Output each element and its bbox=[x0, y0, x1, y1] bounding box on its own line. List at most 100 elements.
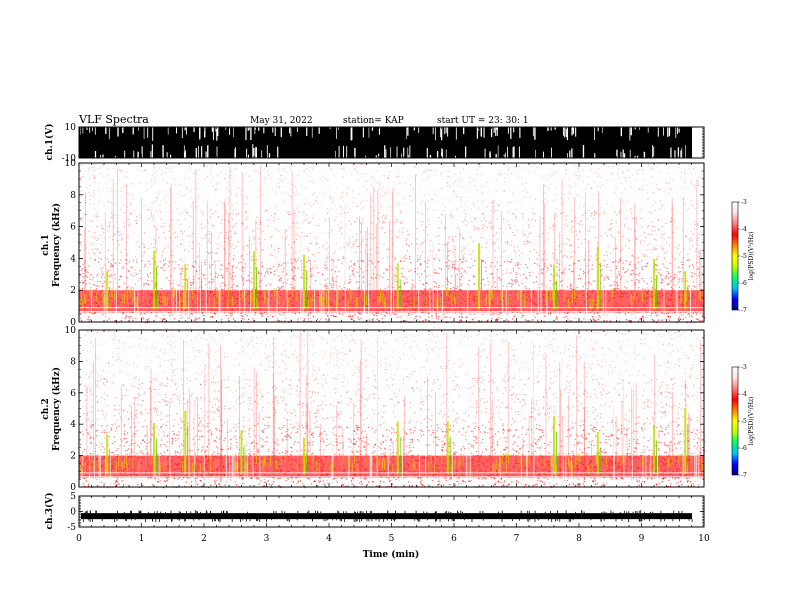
ch1-spectrogram-speckle bbox=[278, 164, 280, 167]
ch1-spectrogram-speckle bbox=[135, 222, 138, 224]
ch1-spectrogram-speckle bbox=[290, 213, 292, 216]
ch1-waveform-gap bbox=[554, 127, 556, 130]
ch1-waveform-gap bbox=[678, 127, 680, 133]
ch1-spectrogram-gap bbox=[276, 163, 278, 322]
ch1-spectrogram-speckle bbox=[460, 284, 462, 287]
ch1-spectrogram-speckle bbox=[268, 267, 270, 270]
ch1-spectrogram-gap bbox=[137, 163, 139, 322]
ch1-spectrogram-speckle bbox=[650, 280, 653, 283]
ch1-spectrogram-speckle bbox=[110, 275, 112, 277]
ch1-spectrogram-gap bbox=[676, 163, 678, 322]
ch1-spectrogram-streak bbox=[492, 200, 494, 315]
ch1-spectrogram-speckle bbox=[659, 164, 661, 166]
ch1-spectrogram-speckle bbox=[473, 225, 475, 228]
ch1-spectrogram-speckle bbox=[597, 318, 599, 321]
ch1-spectrogram-speckle bbox=[343, 200, 345, 202]
ch1-spectrogram-speckle bbox=[163, 222, 165, 224]
ch1-spectrogram-speckle bbox=[582, 181, 585, 183]
ch1-spectrogram-speckle bbox=[193, 266, 195, 268]
ch1-spectrogram-speckle bbox=[636, 257, 638, 259]
ch1-spectrogram-speckle bbox=[617, 261, 619, 263]
ch1-spectrogram-speckle bbox=[357, 203, 359, 205]
ch1-spectrogram-speckle bbox=[143, 232, 145, 234]
ch1-spectrogram-speckle bbox=[369, 237, 371, 239]
ch1-spectrogram-speckle bbox=[191, 313, 193, 315]
ch1-spectrogram-speckle bbox=[354, 169, 357, 171]
ch1-spectrogram-speckle bbox=[128, 224, 130, 226]
ch1-spectrogram-speckle bbox=[654, 230, 656, 232]
ch1-spectrogram-speckle bbox=[653, 247, 655, 249]
ch1-spectrogram-speckle bbox=[482, 191, 484, 193]
ch1-spectrogram-speckle bbox=[226, 187, 228, 190]
ch1-spectrogram-speckle bbox=[84, 196, 87, 198]
ch1-waveform-gap bbox=[440, 127, 443, 141]
ch1-spectrogram-speckle bbox=[352, 272, 354, 275]
ch1-spectrogram-speckle bbox=[232, 226, 235, 228]
ch1-spectrogram-speckle bbox=[334, 219, 336, 221]
ch1-spectrogram-speckle bbox=[403, 260, 405, 262]
ch1-spectrogram-speckle bbox=[582, 285, 584, 287]
ch1-spectrogram-speckle bbox=[385, 218, 387, 220]
ch1-spectrogram-speckle bbox=[416, 228, 418, 230]
ch1-spectrogram-speckle bbox=[604, 232, 606, 234]
ch1-spectrogram-speckle bbox=[513, 315, 516, 317]
ch1-spectrogram-speckle bbox=[371, 319, 373, 321]
ch1-spectrogram-speckle bbox=[688, 285, 690, 287]
ch1-spectrogram-speckle bbox=[645, 236, 647, 239]
ch1-spectrogram-speckle bbox=[494, 286, 497, 289]
ch1-spectrogram-speckle bbox=[235, 267, 238, 269]
ch1-spectrogram-speckle bbox=[696, 180, 699, 182]
ch1-spectrogram-speckle bbox=[686, 280, 688, 282]
ch1-spectrogram-speckle bbox=[594, 181, 596, 183]
ch1-spectrogram-speckle bbox=[690, 230, 692, 232]
ch1-spectrogram-speckle bbox=[697, 268, 699, 271]
ch1-spectrogram-yellow-tick bbox=[568, 298, 569, 308]
ch1-spectrogram-speckle bbox=[143, 251, 145, 253]
ch1-spectrogram-speckle bbox=[96, 239, 98, 241]
ch1-spectrogram-speckle bbox=[208, 238, 210, 240]
ch1-spectrogram-speckle bbox=[149, 207, 151, 209]
ch1-spectrogram-speckle bbox=[480, 320, 483, 322]
ch1-spectrogram-speckle bbox=[527, 241, 529, 243]
ch1-spectrogram-speckle bbox=[210, 163, 212, 166]
ch1-spectrogram-speckle bbox=[106, 258, 109, 260]
ch1-spectrogram-speckle bbox=[658, 188, 660, 191]
ch1-spectrogram-speckle bbox=[587, 272, 589, 274]
ch1-spectrogram-speckle bbox=[247, 275, 249, 277]
ch1-spectrogram-speckle bbox=[361, 208, 363, 210]
ch1-spectrogram-speckle bbox=[371, 184, 373, 186]
ch1-spectrogram-speckle bbox=[513, 213, 515, 215]
ch1-spectrogram-speckle bbox=[284, 320, 286, 322]
ch1-spectrogram-speckle bbox=[97, 273, 99, 275]
ch1-spectrogram-speckle bbox=[696, 239, 699, 241]
ch1-spectrogram-speckle bbox=[478, 207, 480, 209]
ch1-spectrogram-speckle bbox=[472, 276, 475, 278]
ch1-spectrogram-speckle bbox=[513, 250, 516, 252]
ch1-spectrogram-speckle bbox=[147, 189, 149, 191]
ch1-spectrogram-speckle bbox=[512, 270, 515, 272]
ch1-spectrogram-speckle bbox=[474, 259, 476, 262]
ch1-spectrogram-speckle bbox=[82, 217, 84, 219]
ch1-waveform-gap bbox=[296, 127, 298, 132]
ch1-spectrogram-speckle bbox=[192, 172, 195, 174]
ch1-spectrogram-speckle bbox=[574, 216, 577, 219]
ch1-spectrogram-speckle bbox=[264, 238, 266, 241]
ch1-spectrogram-speckle bbox=[350, 315, 352, 317]
ch1-waveform-gap bbox=[623, 153, 626, 158]
ch1-spectrogram-speckle bbox=[582, 270, 585, 272]
ch1-spectrogram-speckle bbox=[154, 282, 156, 284]
ch1-spectrogram-speckle bbox=[101, 285, 103, 287]
ch1-spectrogram-streak bbox=[192, 202, 194, 315]
ch1-spectrogram-speckle bbox=[330, 314, 332, 317]
ch1-spectrogram-speckle bbox=[376, 247, 378, 249]
ch1-spectrogram-speckle bbox=[209, 266, 211, 268]
ch1-spectrogram-speckle bbox=[204, 264, 206, 266]
ch1-spectrogram-speckle bbox=[396, 236, 398, 238]
ch1-spectrogram-speckle bbox=[606, 263, 608, 266]
ch1-spectrogram-speckle bbox=[95, 248, 97, 250]
ch1-spectrogram-streak bbox=[459, 227, 461, 315]
ch1-spectrogram-speckle bbox=[180, 231, 183, 233]
ch1-spectrogram-speckle bbox=[90, 193, 92, 195]
ch1-spectrogram-speckle bbox=[697, 237, 699, 239]
ch1-spectrogram-gap bbox=[175, 163, 177, 322]
